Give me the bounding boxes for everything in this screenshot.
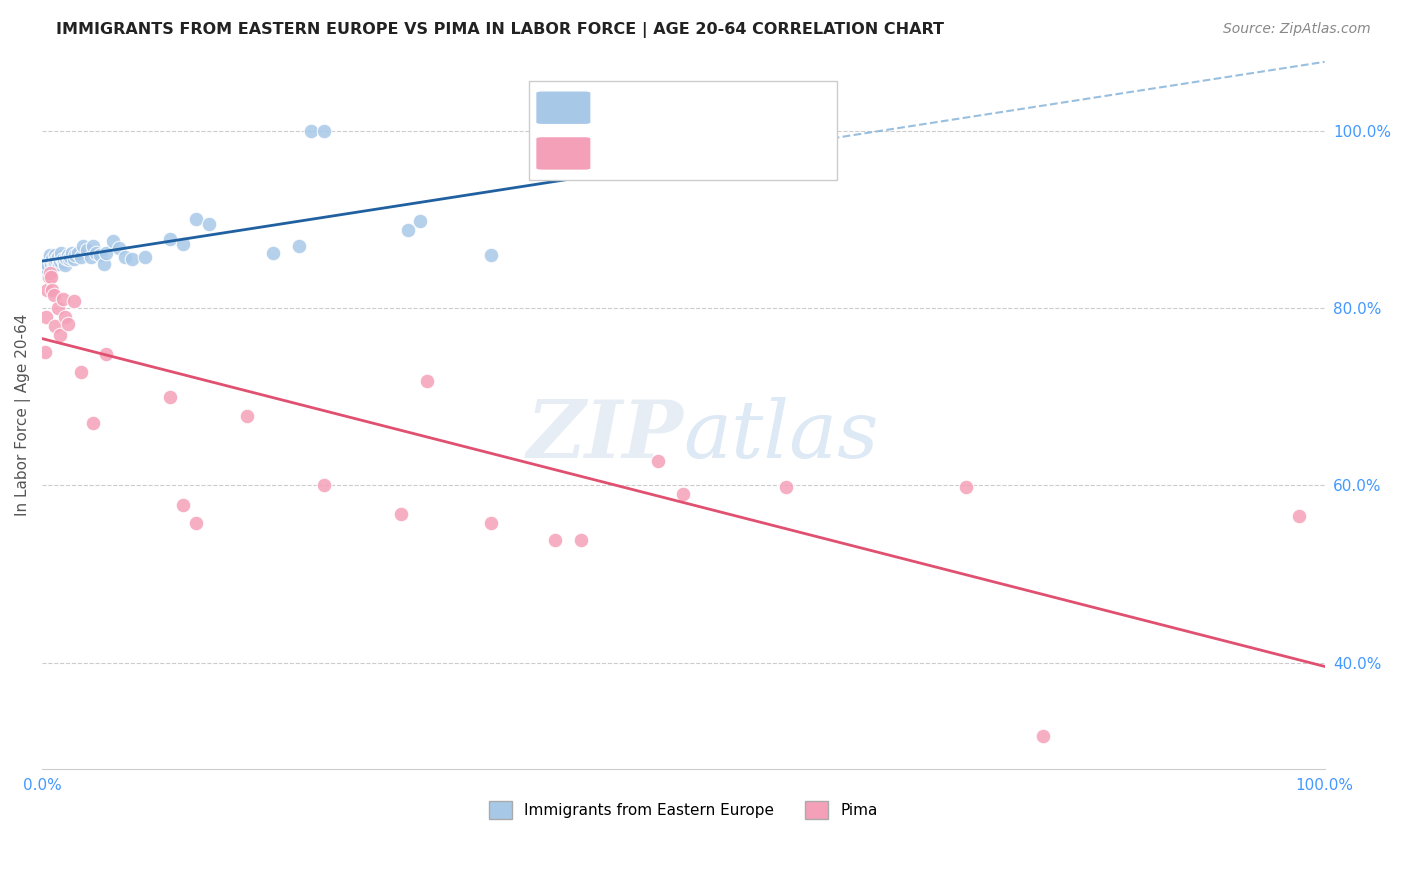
Point: [34, 266, 56, 280]
Point: [56, 317, 79, 331]
Text: IMMIGRANTS FROM EASTERN EUROPE VS PIMA IN LABOR FORCE | AGE 20-64 CORRELATION CH: IMMIGRANTS FROM EASTERN EUROPE VS PIMA I…: [56, 22, 945, 38]
Point: [409, 214, 432, 228]
Point: [66, 246, 89, 260]
Text: Source: ZipAtlas.com: Source: ZipAtlas.com: [1223, 22, 1371, 37]
Point: [51, 250, 73, 264]
Point: [51, 246, 73, 260]
Point: [38, 266, 60, 280]
Point: [69, 365, 91, 379]
Point: [55, 252, 77, 266]
Point: [301, 123, 323, 137]
Point: [58, 252, 80, 267]
Point: [389, 507, 412, 521]
Point: [41, 252, 63, 267]
Y-axis label: In Labor Force | Age 20-64: In Labor Force | Age 20-64: [15, 313, 31, 516]
Point: [59, 250, 82, 264]
Point: [38, 252, 60, 267]
Point: [82, 239, 104, 253]
Point: [56, 248, 79, 262]
Point: [49, 254, 72, 268]
Point: [65, 248, 87, 262]
Point: [52, 255, 75, 269]
Point: [93, 257, 115, 271]
Point: [108, 241, 131, 255]
Point: [45, 252, 67, 267]
Point: [96, 246, 118, 260]
Point: [39, 257, 62, 271]
Point: [82, 417, 104, 431]
Point: [287, 239, 309, 253]
Point: [37, 257, 59, 271]
Point: [35, 261, 58, 276]
Point: [89, 248, 111, 262]
Point: [396, 223, 419, 237]
Point: [101, 235, 124, 249]
Point: [479, 248, 502, 262]
Point: [63, 252, 86, 267]
Point: [44, 255, 66, 269]
Point: [184, 212, 207, 227]
Point: [37, 283, 59, 297]
Point: [236, 409, 259, 424]
Text: ZIP: ZIP: [526, 397, 683, 475]
Point: [314, 123, 336, 137]
Point: [49, 327, 72, 342]
Point: [647, 453, 669, 467]
Point: [46, 250, 69, 264]
Point: [63, 293, 86, 308]
Point: [76, 244, 98, 258]
Legend: Immigrants from Eastern Europe, Pima: Immigrants from Eastern Europe, Pima: [484, 795, 883, 825]
Point: [544, 159, 567, 173]
Point: [184, 516, 207, 530]
Point: [42, 287, 65, 301]
Point: [84, 246, 107, 260]
Point: [159, 390, 181, 404]
Point: [41, 283, 63, 297]
Point: [42, 259, 65, 273]
Point: [38, 269, 60, 284]
Point: [314, 478, 336, 492]
Point: [69, 250, 91, 264]
Point: [416, 374, 439, 388]
Point: [134, 250, 156, 264]
Point: [72, 239, 94, 253]
Point: [114, 250, 136, 264]
Point: [1031, 729, 1053, 743]
Point: [121, 252, 143, 267]
Point: [60, 246, 83, 260]
Point: [775, 480, 797, 494]
Point: [96, 347, 118, 361]
Point: [172, 498, 194, 512]
Point: [672, 487, 695, 501]
Point: [80, 250, 103, 264]
Point: [52, 292, 75, 306]
Point: [35, 310, 58, 324]
Point: [569, 533, 592, 548]
Point: [172, 237, 194, 252]
Point: [52, 252, 75, 267]
Point: [955, 480, 977, 494]
Point: [44, 318, 66, 333]
Point: [48, 257, 70, 271]
Point: [198, 217, 221, 231]
Point: [262, 246, 284, 260]
Point: [544, 533, 567, 548]
Point: [159, 232, 181, 246]
Point: [44, 248, 66, 262]
Point: [53, 310, 76, 324]
Point: [38, 248, 60, 262]
Point: [34, 345, 56, 359]
Point: [46, 301, 69, 315]
Point: [39, 269, 62, 284]
Point: [53, 259, 76, 273]
Text: atlas: atlas: [683, 397, 879, 475]
Point: [479, 516, 502, 530]
Point: [1288, 509, 1310, 524]
